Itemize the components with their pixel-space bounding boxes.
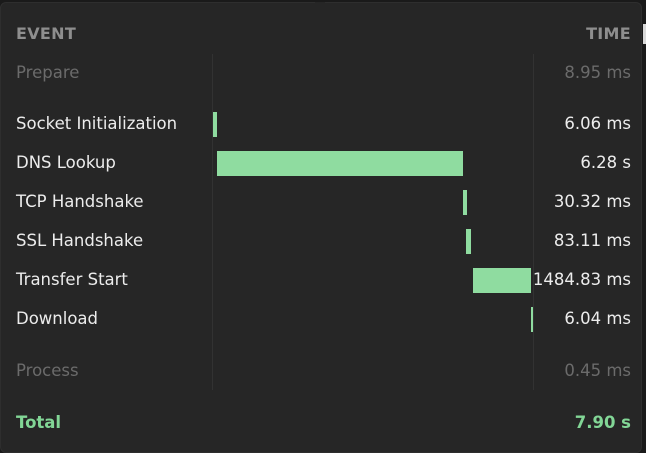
timing-row-dns: DNS Lookup 6.28 s [0,148,646,178]
event-time: 83.11 ms [553,231,631,250]
event-label: Socket Initialization [16,114,178,133]
total-time: 7.90 s [574,413,631,432]
event-column-header: EVENT [16,24,77,43]
timing-row-transfer: Transfer Start 1484.83 ms [0,265,646,295]
event-time: 6.04 ms [564,309,631,328]
window-edge [643,24,646,44]
timeline-bar [473,268,531,293]
event-label: Download [16,309,99,328]
timeline-bar [466,229,471,254]
event-label: DNS Lookup [16,153,116,172]
timeline-bar [217,151,463,176]
event-time: 6.06 ms [564,114,631,133]
event-label: TCP Handshake [16,192,144,211]
timing-row-ssl: SSL Handshake 83.11 ms [0,226,646,256]
event-time: 1484.83 ms [532,270,631,289]
prepare-row: Prepare 8.95 ms [0,58,646,88]
timing-row-download: Download 6.04 ms [0,304,646,334]
timeline-bar [213,112,217,137]
process-label: Process [16,361,79,380]
prepare-time: 8.95 ms [564,63,631,82]
event-time: 6.28 s [580,153,631,172]
total-row: Total 7.90 s [0,408,646,438]
process-time: 0.45 ms [564,361,631,380]
timing-row-tcp: TCP Handshake 30.32 ms [0,187,646,217]
event-time: 30.32 ms [553,192,631,211]
process-row: Process 0.45 ms [0,356,646,386]
timeline-end-line [533,54,534,390]
event-label: Transfer Start [16,270,128,289]
timeline-bar [531,307,533,332]
time-column-header: TIME [586,24,631,43]
timeline-bar [463,190,467,215]
event-label: SSL Handshake [16,231,144,250]
timing-row-socket: Socket Initialization 6.06 ms [0,109,646,139]
popover-caret [315,2,325,6]
prepare-label: Prepare [16,63,80,82]
timeline-start-line [212,54,213,390]
total-label: Total [16,413,62,432]
